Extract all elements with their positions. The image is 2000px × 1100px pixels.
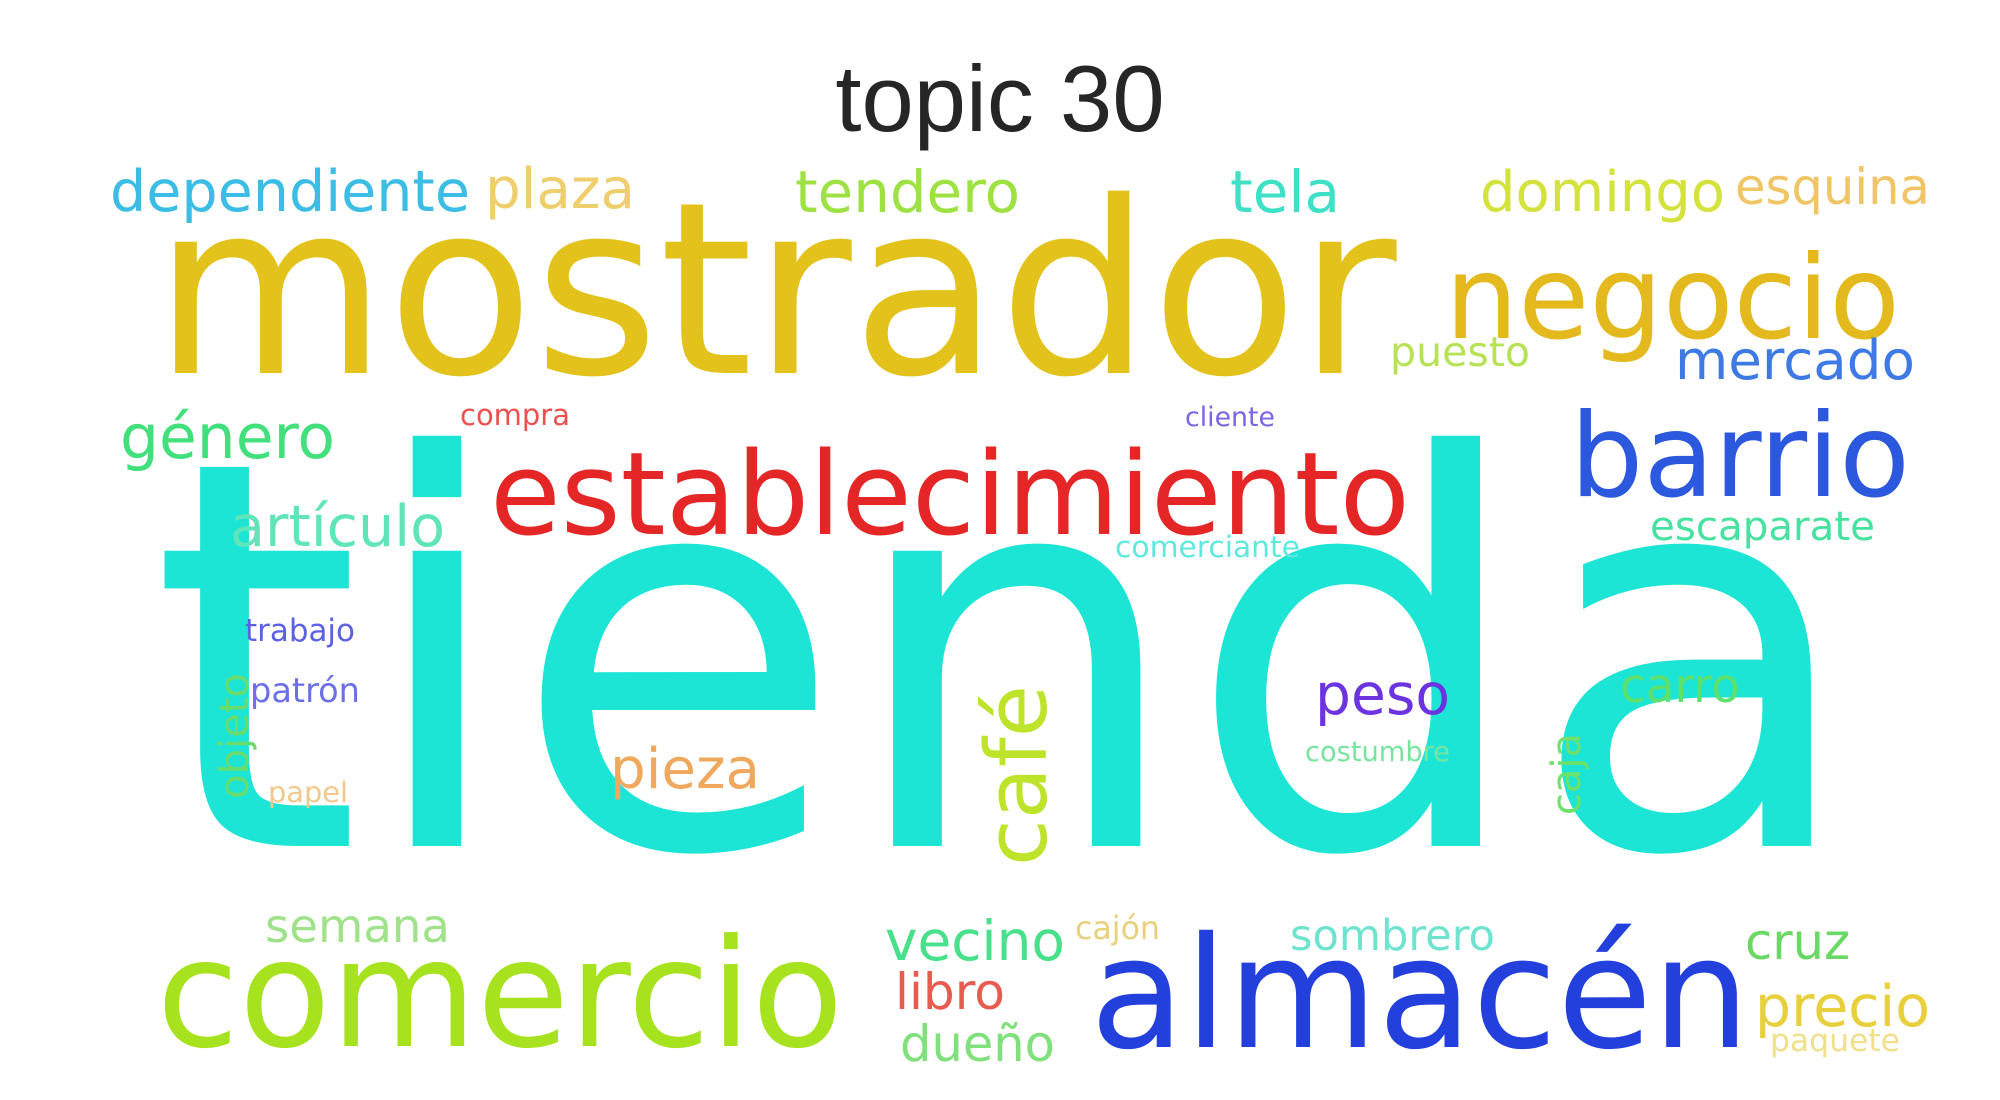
word-patron: patrón: [250, 670, 360, 710]
word-comerciante: comerciante: [1115, 530, 1300, 566]
word-caja: caja: [1543, 732, 1590, 816]
word-mercado: mercado: [1675, 327, 1915, 392]
cloud-title: topic 30: [835, 46, 1165, 151]
word-establecimiento: establecimiento: [490, 427, 1410, 562]
word-tendero: tendero: [795, 157, 1020, 226]
word-dependiente: dependiente: [110, 158, 470, 225]
word-esquina: esquina: [1735, 157, 1930, 216]
word-mostrador: mostrador: [153, 150, 1397, 430]
word-tienda: tienda: [150, 346, 1860, 974]
word-puesto: puesto: [1390, 327, 1530, 376]
word-carro: carro: [1620, 659, 1740, 715]
word-dueno: dueño: [900, 1015, 1055, 1074]
word-almacen: almacén: [1090, 904, 1750, 1084]
word-pieza: pieza: [610, 736, 760, 802]
word-libro: libro: [895, 962, 1005, 1022]
word-trabajo: trabajo: [245, 612, 355, 649]
word-cruz: cruz: [1745, 912, 1850, 971]
word-comercio: comercio: [156, 908, 844, 1082]
word-costumbre: costumbre: [1305, 736, 1450, 768]
word-vecino: vecino: [885, 908, 1065, 973]
word-cajon: cajón: [1075, 910, 1160, 947]
word-genero: género: [120, 401, 335, 473]
word-compra: compra: [460, 397, 570, 432]
word-sombrero: sombrero: [1290, 911, 1495, 962]
word-negocio: negocio: [1445, 232, 1900, 367]
word-cliente: cliente: [1185, 401, 1275, 433]
word-objeto: objeto: [212, 672, 258, 799]
word-articulo: artículo: [230, 493, 445, 560]
word-peso: peso: [1315, 661, 1450, 728]
word-plaza: plaza: [485, 156, 635, 222]
word-barrio: barrio: [1570, 389, 1910, 524]
word-semana: semana: [265, 898, 450, 953]
word-tela: tela: [1230, 157, 1340, 226]
word-domingo: domingo: [1480, 159, 1725, 225]
word-cafe: café: [967, 684, 1067, 866]
word-paquete: paquete: [1770, 1022, 1900, 1059]
word-precio: precio: [1755, 974, 1930, 1041]
word-papel: papel: [268, 775, 348, 810]
word-escaparate: escaparate: [1650, 503, 1875, 551]
